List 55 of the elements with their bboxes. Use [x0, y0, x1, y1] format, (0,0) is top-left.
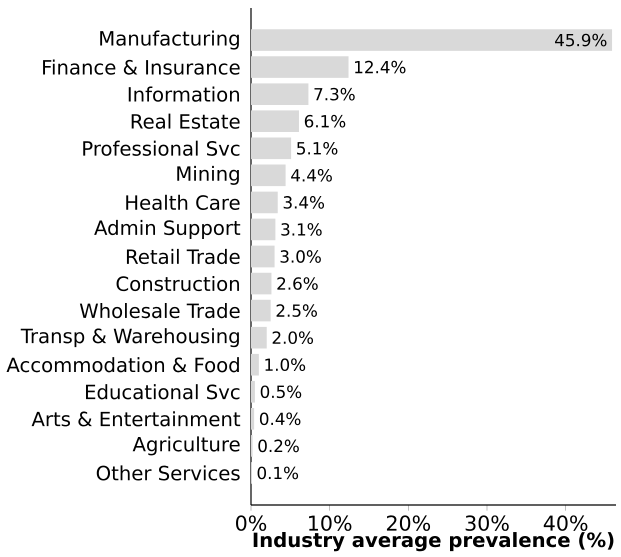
data-label: 5.1%: [297, 142, 338, 155]
bar: [251, 218, 276, 240]
data-label: 1.0%: [265, 358, 306, 372]
data-label: 2.6%: [277, 277, 318, 290]
x-tick-label: 30%: [466, 515, 509, 531]
y-tick-label: Transp & Warehousing: [20, 328, 239, 348]
data-label: 0.4%: [260, 412, 300, 426]
y-tick-label: Professional Svc: [83, 140, 240, 156]
data-label: 3.0%: [280, 250, 321, 263]
x-tick-label: 0%: [236, 515, 266, 531]
data-label: 2.0%: [272, 331, 314, 344]
y-tick-label: Retail Trade: [126, 248, 240, 264]
bar: [251, 164, 286, 186]
bar: [251, 83, 308, 105]
data-label: 2.5%: [276, 304, 317, 317]
bar: [251, 380, 255, 403]
data-label: 0.1%: [258, 466, 298, 480]
data-label: 0.2%: [258, 440, 299, 452]
y-tick-label: Agriculture: [132, 436, 240, 456]
data-label: 45.9%: [555, 34, 606, 46]
bar: [251, 326, 267, 348]
bar: [251, 246, 275, 268]
y-tick-label: Other Services: [96, 465, 240, 481]
bar: [251, 192, 278, 214]
x-tick-label: 40%: [544, 515, 588, 531]
y-tick-label: Accommodation & Food: [6, 357, 239, 372]
y-tick-label: Finance & Insurance: [43, 60, 240, 75]
x-axis-title: Industry average prevalence (%): [254, 532, 614, 552]
bar: [251, 137, 292, 160]
x-tick-label: 20%: [386, 515, 430, 531]
bar: [251, 56, 349, 78]
y-tick-label: Manufacturing: [100, 30, 239, 50]
bar: [251, 272, 272, 294]
y-tick-label: Real Estate: [132, 114, 240, 129]
data-label: 12.4%: [355, 60, 406, 74]
y-tick-label: Admin Support: [94, 220, 240, 239]
y-tick-label: Wholesale Trade: [80, 302, 240, 318]
data-label: 3.4%: [284, 196, 324, 209]
y-tick-label: Information: [128, 86, 239, 102]
data-label: 6.1%: [304, 114, 346, 128]
y-tick-label: Arts & Entertainment: [32, 411, 240, 426]
bar: [251, 29, 612, 51]
data-label: 7.3%: [314, 88, 355, 100]
x-tick-label: 10%: [309, 515, 352, 531]
data-label: 4.4%: [291, 169, 332, 182]
bar: [251, 300, 271, 322]
bar: [251, 408, 254, 430]
y-tick-label: Educational Svc: [86, 384, 240, 400]
y-tick-label: Mining: [177, 166, 239, 185]
data-label: 0.5%: [260, 385, 302, 398]
bar: [251, 110, 299, 132]
bar: [251, 354, 259, 376]
y-tick-label: Construction: [116, 276, 239, 292]
data-label: 3.1%: [281, 223, 322, 236]
y-tick-label: Health Care: [126, 194, 240, 210]
